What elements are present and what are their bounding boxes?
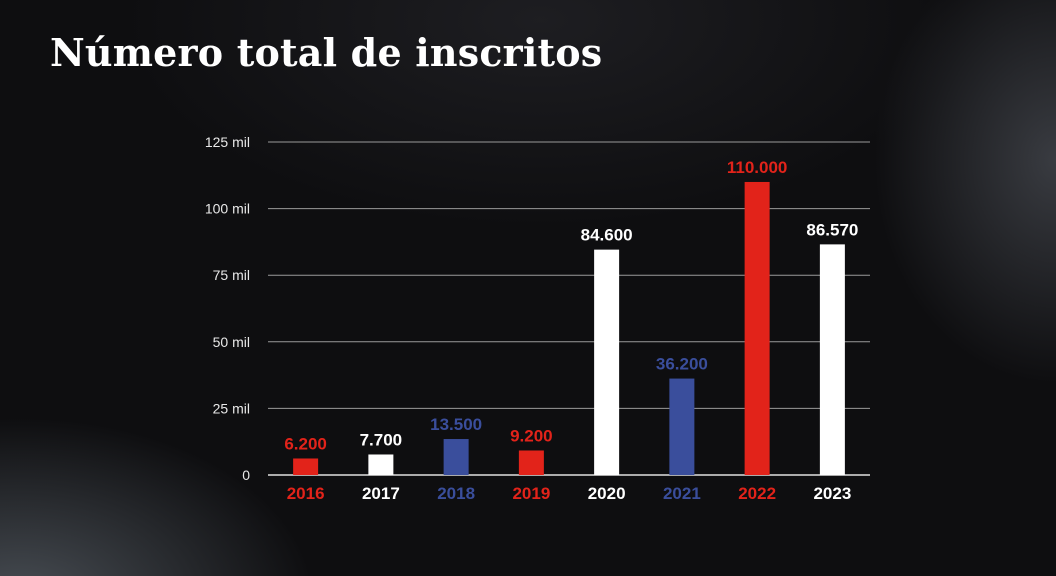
category-label-2020: 2020 bbox=[588, 484, 626, 503]
category-label-2019: 2019 bbox=[512, 484, 550, 503]
x-axis-category-labels: 2016 2017 2018 2019 2020 2021 2022 2023 bbox=[287, 484, 852, 503]
data-label-2020: 84.600 bbox=[581, 226, 633, 245]
category-label-2022: 2022 bbox=[738, 484, 776, 503]
bars bbox=[293, 181, 845, 475]
data-label-2018: 13.500 bbox=[430, 415, 482, 434]
bar-2016 bbox=[293, 458, 319, 475]
chart-title: Número total de inscritos bbox=[50, 30, 603, 75]
bar-2018 bbox=[443, 439, 469, 475]
grid-lines bbox=[268, 141, 870, 476]
data-label-2022: 110.000 bbox=[727, 158, 788, 177]
category-label-2016: 2016 bbox=[287, 484, 325, 503]
y-tick-label: 50 mil bbox=[213, 334, 250, 350]
y-tick-label: 75 mil bbox=[213, 267, 250, 283]
bar-2017 bbox=[368, 454, 394, 475]
bar-2022 bbox=[744, 181, 770, 475]
y-tick-label: 100 mil bbox=[205, 201, 250, 217]
data-labels: 6.200 7.700 13.500 9.200 84.600 36.200 110.000… bbox=[284, 158, 858, 454]
data-label-2016: 6.200 bbox=[284, 434, 327, 453]
category-label-2021: 2021 bbox=[663, 484, 701, 503]
category-label-2017: 2017 bbox=[362, 484, 400, 503]
y-tick-label: 125 mil bbox=[205, 134, 250, 150]
category-label-2018: 2018 bbox=[437, 484, 475, 503]
data-label-2017: 7.700 bbox=[360, 430, 403, 449]
data-label-2023: 86.570 bbox=[806, 220, 858, 239]
y-tick-label: 25 mil bbox=[213, 400, 250, 416]
data-label-2021: 36.200 bbox=[656, 355, 708, 374]
category-label-2023: 2023 bbox=[813, 484, 851, 503]
y-axis-tick-labels: 0 25 mil 50 mil 75 mil 100 mil 125 mil bbox=[205, 134, 250, 483]
bar-2020 bbox=[594, 249, 620, 475]
bar-2023 bbox=[819, 244, 845, 475]
data-label-2019: 9.200 bbox=[510, 426, 553, 445]
bar-2021 bbox=[669, 378, 695, 475]
y-tick-label: 0 bbox=[242, 467, 250, 483]
bar-2019 bbox=[518, 450, 544, 475]
